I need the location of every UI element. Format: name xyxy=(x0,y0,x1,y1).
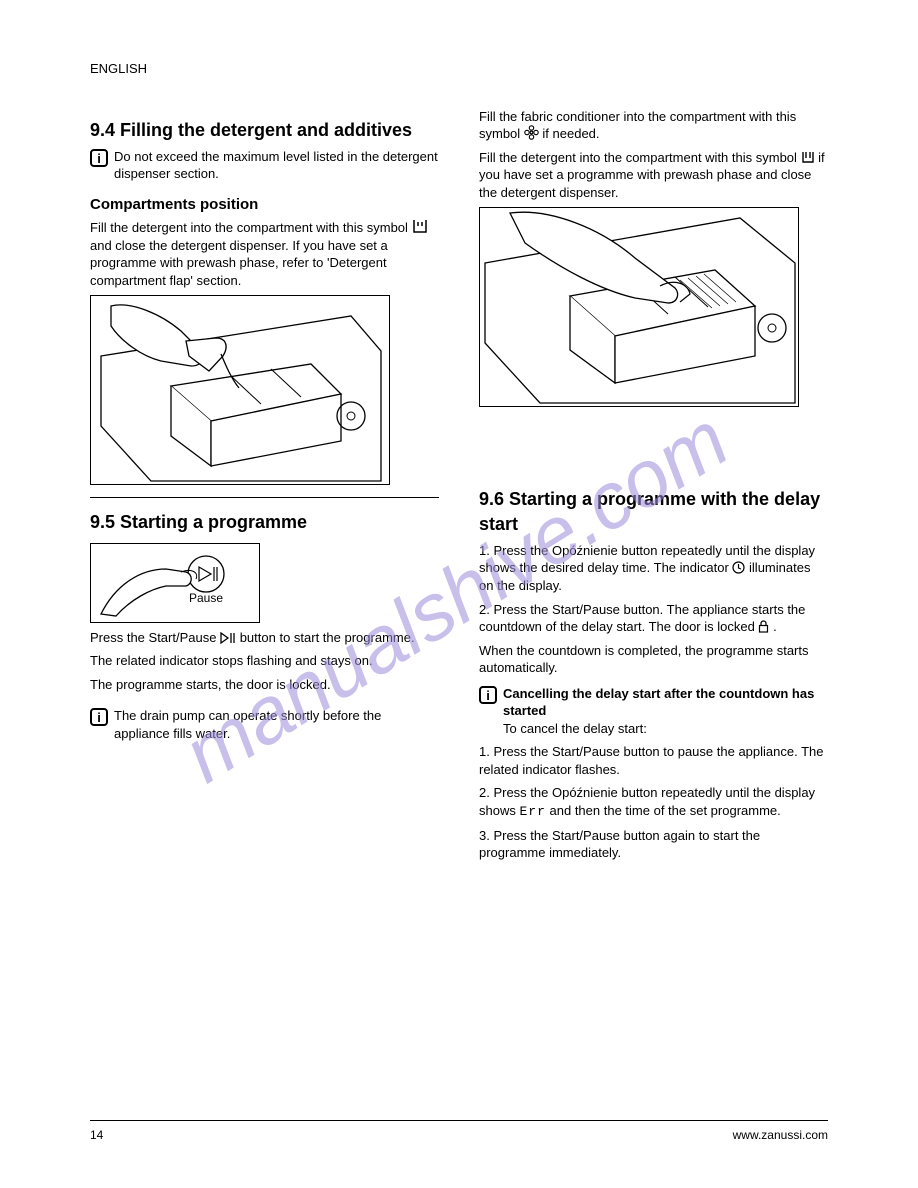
figure-detergent-pour xyxy=(90,295,390,485)
clock-icon xyxy=(732,561,745,574)
para-press-start: Press the Start/Pause button to start th… xyxy=(90,629,439,647)
figure-start-button: Pause xyxy=(90,543,260,623)
para-fill-softener: Fill the fabric conditioner into the com… xyxy=(479,108,828,143)
prewash-icon xyxy=(801,150,815,164)
main-wash-icon xyxy=(412,220,428,234)
note-cancel-body: To cancel the delay start: xyxy=(503,720,828,738)
para-fill-prewash: Fill the detergent into the compartment … xyxy=(479,149,828,202)
cancel-step-1: 1. Press the Start/Pause button to pause… xyxy=(479,743,828,778)
info-icon: i xyxy=(90,708,108,726)
heading-filling-detergent: 9.4 Filling the detergent and additives xyxy=(90,118,439,142)
step-delay-2: 2. Press the Start/Pause button. The app… xyxy=(479,601,828,636)
softener-icon xyxy=(524,125,539,140)
para-indicator-stays: The related indicator stops flashing and… xyxy=(90,652,439,670)
cancel-step-3: 3. Press the Start/Pause button again to… xyxy=(479,827,828,862)
info-icon: i xyxy=(90,149,108,167)
note-max-level: Do not exceed the maximum level listed i… xyxy=(114,148,439,183)
note-drain-pump: The drain pump can operate shortly befor… xyxy=(114,707,439,742)
footer-url: www.zanussi.com xyxy=(733,1127,828,1143)
button-label: Pause xyxy=(189,591,223,605)
play-pause-icon xyxy=(220,632,236,644)
page-number: 14 xyxy=(90,1127,103,1143)
page-header: ENGLISH xyxy=(90,60,828,78)
para-countdown-complete: When the countdown is completed, the pro… xyxy=(479,642,828,677)
heading-starting-programme: 9.5 Starting a programme xyxy=(90,510,439,534)
heading-compartments: Compartments position xyxy=(90,195,439,215)
section-divider-1 xyxy=(90,497,439,498)
figure-softener-compartment xyxy=(479,207,799,407)
cancel-step-2: 2. Press the Opóźnienie button repeatedl… xyxy=(479,784,828,820)
para-fill-mainwash: Fill the detergent into the compartment … xyxy=(90,219,439,289)
step-delay-1: 1. Press the Opóźnienie button repeatedl… xyxy=(479,542,828,595)
info-icon: i xyxy=(479,686,497,704)
heading-delay-start: 9.6 Starting a programme with the delay … xyxy=(479,487,828,536)
lock-icon xyxy=(758,620,769,633)
err-code: Err xyxy=(519,804,545,819)
note-cancel-heading: Cancelling the delay start after the cou… xyxy=(503,685,828,720)
para-door-locked: The programme starts, the door is locked… xyxy=(90,676,439,694)
